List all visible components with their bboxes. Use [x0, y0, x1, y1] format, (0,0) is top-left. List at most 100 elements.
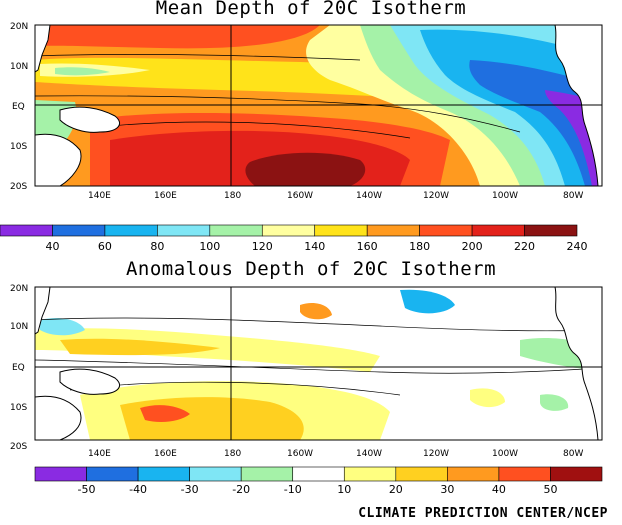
mean-land-philippines — [35, 25, 51, 73]
anomaly-depth-map: 20N 10N EQ 10S 20S 140E 160E 180 160W 14… — [10, 284, 603, 459]
lon-label-100w: 100W — [492, 191, 518, 201]
lat-label-20s: 20S — [10, 442, 27, 452]
lat-label-20s: 20S — [10, 182, 27, 192]
mean-land-new-guinea — [59, 106, 120, 133]
lon-label-160w: 160W — [287, 191, 313, 201]
colorbar-swatch — [366, 224, 420, 237]
anom-field-south-hot — [140, 405, 190, 422]
anom-land-new-guinea — [59, 368, 120, 395]
colorbar-swatch — [261, 224, 316, 237]
lon-label-120w: 120W — [423, 449, 449, 459]
colorbar-swatch — [343, 466, 397, 482]
colorbar-label: -50 — [78, 483, 96, 496]
lon-label-140e: 140E — [88, 191, 111, 201]
colorbar-label: 10 — [337, 483, 351, 496]
lat-label-10n: 10N — [10, 322, 28, 332]
anom-field-east-warm — [470, 388, 505, 408]
lon-label-160w: 160W — [287, 449, 313, 459]
lon-label-140e: 140E — [88, 449, 111, 459]
lat-label-10s: 10S — [10, 403, 27, 413]
colorbar-swatch — [52, 224, 106, 237]
mean-colorbar: 40 60 80 100 120 140 160 180 200 220 240 — [0, 224, 588, 253]
lat-label-eq: EQ — [12, 363, 25, 373]
colorbar-label: 180 — [409, 240, 430, 253]
lon-label-100w: 100W — [492, 449, 518, 459]
lat-label-10n: 10N — [10, 62, 28, 72]
colorbar-label: -40 — [129, 483, 147, 496]
mean-lat-labels: 20N 10N EQ 10S 20S — [10, 22, 28, 192]
lon-label-140w: 140W — [356, 191, 382, 201]
lon-label-140w: 140W — [356, 449, 382, 459]
lon-label-120w: 120W — [423, 191, 449, 201]
mean-field-east-5 — [469, 60, 602, 186]
anomaly-colorbar: -50 -40 -30 -20 -10 10 20 30 40 50 — [34, 466, 603, 496]
mean-map-title: Mean Depth of 20C Isotherm — [155, 0, 467, 19]
anom-field-west-cold — [40, 318, 85, 336]
mean-contour-3 — [89, 121, 411, 139]
mean-field-south-pool-max — [245, 152, 366, 186]
colorbar-swatch — [471, 224, 525, 237]
colorbar-label: 60 — [98, 240, 112, 253]
lat-label-10s: 10S — [10, 142, 27, 152]
colorbar-label: 220 — [514, 240, 535, 253]
colorbar-label: 200 — [462, 240, 483, 253]
mean-field-east-4 — [420, 29, 602, 186]
lon-label-180: 180 — [224, 449, 241, 459]
colorbar-label: 40 — [45, 240, 59, 253]
mean-depth-map: 20N 10N EQ 10S 20S 140E 160E 180 160W 14… — [10, 22, 603, 201]
colorbar-swatch — [447, 466, 500, 482]
colorbar-label: -30 — [181, 483, 199, 496]
anom-contour-1 — [35, 359, 601, 374]
colorbar-swatch — [189, 466, 242, 482]
colorbar-label: 40 — [492, 483, 506, 496]
colorbar-label: -20 — [232, 483, 250, 496]
colorbar-label: 140 — [304, 240, 325, 253]
colorbar-swatch — [104, 224, 158, 237]
colorbar-label: 30 — [440, 483, 454, 496]
colorbar-label: 120 — [252, 240, 273, 253]
mean-field-west-shoal-inner — [55, 67, 110, 76]
anom-land-philippines — [35, 287, 51, 335]
colorbar-swatch — [137, 466, 190, 482]
colorbar-swatch — [395, 466, 448, 482]
anom-field-eq-north-inner — [60, 338, 220, 356]
colorbar-swatch — [550, 466, 603, 482]
lon-label-180: 180 — [224, 191, 241, 201]
lon-label-80w: 80W — [563, 191, 583, 201]
lon-label-160e: 160E — [154, 191, 177, 201]
colorbar-label: 160 — [357, 240, 378, 253]
anom-contour-2 — [35, 317, 601, 332]
colorbar-label: 50 — [543, 483, 557, 496]
colorbar-label: 100 — [199, 240, 220, 253]
colorbar-label: -10 — [284, 483, 302, 496]
anom-field-north-cold — [400, 289, 455, 314]
anom-land-australia — [35, 395, 82, 440]
colorbar-swatch — [34, 466, 87, 482]
colorbar-swatch — [292, 466, 345, 482]
colorbar-swatch — [419, 224, 473, 237]
anom-field-east-cool-2 — [540, 394, 569, 411]
colorbar-swatch — [498, 466, 551, 482]
lat-label-20n: 20N — [10, 22, 28, 32]
anom-land-americas — [554, 287, 602, 440]
anom-field-north-warm — [300, 303, 332, 320]
lat-label-eq: EQ — [12, 102, 25, 112]
colorbar-label: 240 — [567, 240, 588, 253]
colorbar-label: 20 — [389, 483, 403, 496]
colorbar-swatch — [0, 224, 53, 237]
colorbar-swatch — [157, 224, 211, 237]
colorbar-label: 80 — [150, 240, 164, 253]
lon-label-160e: 160E — [154, 449, 177, 459]
colorbar-swatch — [314, 224, 368, 237]
mean-contour-1 — [35, 95, 521, 133]
colorbar-swatch — [240, 466, 294, 482]
mean-lon-labels: 140E 160E 180 160W 140W 120W 100W 80W — [88, 191, 583, 201]
mean-field-north-band — [35, 25, 320, 49]
mean-land-americas — [554, 25, 602, 186]
mean-land-australia — [35, 133, 82, 186]
lat-label-20n: 20N — [10, 284, 28, 294]
colorbar-swatch — [209, 224, 263, 237]
anom-map-frame — [34, 286, 603, 441]
anom-lat-labels: 20N 10N EQ 10S 20S — [10, 284, 28, 452]
